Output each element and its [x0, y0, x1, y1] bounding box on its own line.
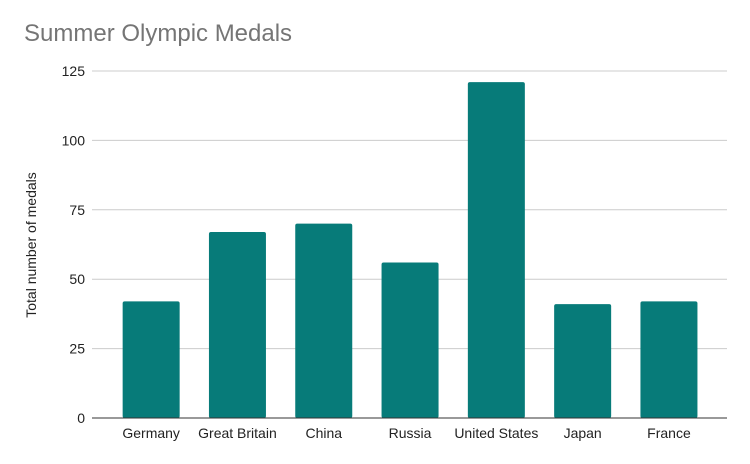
y-tick-label: 100 — [62, 132, 86, 148]
bar-united-states[interactable] — [467, 82, 525, 418]
y-tick-label: 75 — [69, 202, 85, 218]
y-tick-label: 50 — [69, 271, 85, 287]
x-tick-label: Great Britain — [198, 425, 277, 441]
x-tick-label: United States — [454, 425, 538, 441]
y-tick-label: 0 — [77, 410, 85, 426]
bar-russia[interactable] — [381, 262, 439, 418]
bar-france[interactable] — [640, 301, 698, 418]
bar-great-britain[interactable] — [208, 232, 266, 418]
chart-title: Summer Olympic Medals — [24, 20, 293, 47]
y-tick-label: 25 — [69, 341, 85, 357]
y-axis-label: Total number of medals — [23, 172, 39, 318]
bar-china[interactable] — [295, 223, 353, 418]
bar-japan[interactable] — [554, 304, 612, 418]
bar-germany[interactable] — [122, 301, 180, 418]
x-tick-label: Japan — [564, 425, 602, 441]
x-tick-label: Russia — [389, 425, 432, 441]
x-tick-label: China — [305, 425, 342, 441]
x-tick-label: France — [647, 425, 691, 441]
y-tick-label: 125 — [62, 63, 86, 79]
x-tick-label: Germany — [122, 425, 180, 441]
